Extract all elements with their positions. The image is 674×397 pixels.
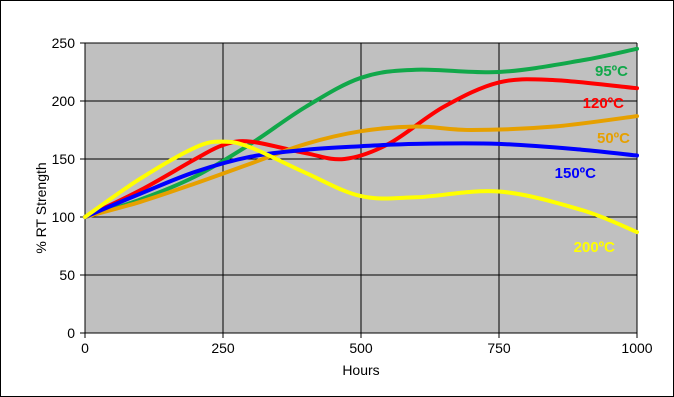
y-tick-label: 50: [59, 267, 75, 283]
series-label-1: 120ºC: [583, 95, 625, 112]
y-tick-label: 100: [52, 209, 76, 225]
series-label-0: 95ºC: [595, 63, 628, 80]
series-line-2: [83, 114, 639, 219]
series-layer: [83, 46, 639, 235]
y-axis-label: % RT Strength: [33, 162, 49, 253]
y-tick-label: 150: [52, 151, 76, 167]
series-line-0: [83, 46, 639, 219]
series-label-2: 50ºC: [597, 130, 630, 147]
x-tick-label: 750: [487, 340, 511, 356]
series-label-3: 150ºC: [555, 165, 597, 182]
y-tick-label: 0: [67, 325, 75, 341]
grid-lines: [85, 42, 638, 333]
series-line-1: [83, 77, 639, 219]
series-labels: 95ºC 120ºC 50ºC 150ºC 200ºC: [555, 63, 631, 256]
x-axis-label: Hours: [342, 362, 379, 378]
series-label-4: 200ºC: [574, 239, 616, 256]
x-tick-label: 1000: [621, 340, 652, 356]
series-line-4: [83, 139, 639, 235]
series-line-3: [83, 141, 639, 219]
x-tick-label: 250: [211, 340, 235, 356]
y-tick-label: 200: [52, 93, 76, 109]
x-tick-label: 0: [81, 340, 89, 356]
y-tick-label: 250: [52, 35, 76, 51]
x-tick-label: 500: [349, 340, 373, 356]
axes: 0 50 100 150 200 250 0 250 500 750 1000: [52, 35, 653, 356]
